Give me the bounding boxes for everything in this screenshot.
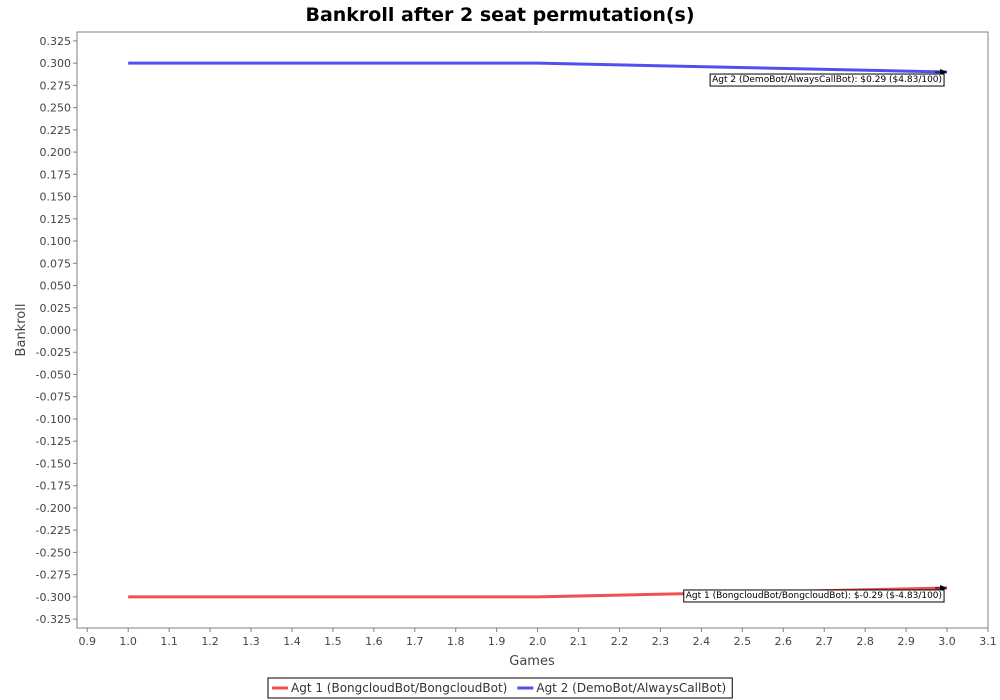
- chart-title: Bankroll after 2 seat permutation(s): [305, 4, 694, 26]
- x-tick-label: 2.9: [897, 635, 915, 648]
- annotation-label: Agt 1 (BongcloudBot/BongcloudBot): $-0.2…: [686, 591, 942, 601]
- x-tick-label: 2.8: [856, 635, 874, 648]
- x-tick-label: 1.4: [283, 635, 301, 648]
- y-tick-label: -0.025: [36, 346, 71, 359]
- x-tick-label: 2.6: [775, 635, 793, 648]
- y-tick-label: 0.125: [40, 213, 72, 226]
- x-tick-label: 1.9: [488, 635, 506, 648]
- x-tick-label: 3.1: [979, 635, 997, 648]
- x-tick-label: 2.5: [734, 635, 752, 648]
- y-tick-label: -0.100: [36, 413, 71, 426]
- legend-group: Agt 1 (BongcloudBot/BongcloudBot) Agt 2 (…: [267, 677, 733, 699]
- annotation-1: Agt 1 (BongcloudBot/BongcloudBot): $-0.2…: [683, 584, 948, 603]
- y-tick-label: -0.050: [36, 368, 71, 381]
- x-tick-label: 2.1: [570, 635, 588, 648]
- x-tick-label: 0.9: [78, 635, 96, 648]
- y-tick-label: 0.150: [40, 191, 72, 204]
- annotation-box: [683, 589, 945, 603]
- x-tick-label: 3.0: [938, 635, 956, 648]
- y-tick-label: -0.175: [36, 480, 71, 493]
- annotation-2: Agt 2 (DemoBot/AlwaysCallBot): $0.29 ($4…: [709, 69, 948, 87]
- legend-item-1: Agt 1 (BongcloudBot/BongcloudBot): [291, 681, 507, 695]
- x-tick-label: 1.0: [119, 635, 137, 648]
- y-tick-label: 0.275: [40, 79, 72, 92]
- legend-item-2: Agt 2 (DemoBot/AlwaysCallBot): [536, 681, 726, 695]
- x-tick-label: 2.2: [611, 635, 629, 648]
- y-tick-label: 0.075: [40, 257, 72, 270]
- x-tick-label: 2.4: [693, 635, 711, 648]
- x-tick-label: 1.1: [160, 635, 178, 648]
- y-tick-label: 0.250: [40, 102, 72, 115]
- y-tick-label: 0.100: [40, 235, 72, 248]
- legend-box: [267, 677, 733, 699]
- x-tick-label: 1.6: [365, 635, 383, 648]
- y-tick-label: 0.025: [40, 302, 72, 315]
- y-tick-label: -0.300: [36, 591, 71, 604]
- x-tick-label: 1.2: [201, 635, 219, 648]
- y-tick-label: 0.225: [40, 124, 72, 137]
- series-line-2: [128, 61, 948, 74]
- y-tick-label: 0.175: [40, 168, 72, 181]
- legend: Agt 1 (BongcloudBot/BongcloudBot) Agt 2 (…: [267, 677, 733, 699]
- x-tick-label: 2.7: [815, 635, 833, 648]
- y-tick-label: 0.000: [40, 324, 72, 337]
- y-tick-label: -0.200: [36, 502, 71, 515]
- axis-ticks: 0.9 1.0 1.1 1.2 1.3 1.4 1.5 1.6 1.7 1.8 1.9 2.0 2.1 2…: [36, 35, 997, 648]
- annotation-box: [709, 73, 945, 87]
- y-tick-label: -0.125: [36, 435, 71, 448]
- x-axis-label: Games: [509, 654, 555, 669]
- x-tick-label: 1.5: [324, 635, 342, 648]
- y-tick-label: -0.225: [36, 524, 71, 537]
- y-tick-label: 0.300: [40, 57, 72, 70]
- y-tick-label: -0.275: [36, 569, 71, 582]
- y-tick-label: -0.250: [36, 546, 71, 559]
- x-tick-label: 2.0: [529, 635, 547, 648]
- annotations: Agt 1 (BongcloudBot/BongcloudBot): $-0.2…: [683, 69, 948, 603]
- x-tick-label: 1.8: [447, 635, 465, 648]
- y-tick-label: 0.050: [40, 280, 72, 293]
- x-tick-label: 2.3: [652, 635, 670, 648]
- y-axis-label: Bankroll: [14, 304, 29, 357]
- annotation-label: Agt 2 (DemoBot/AlwaysCallBot): $0.29 ($4…: [712, 75, 942, 85]
- plot-area: [76, 31, 989, 629]
- y-tick-label: -0.325: [36, 613, 71, 626]
- y-tick-label: 0.200: [40, 146, 72, 159]
- x-tick-label: 1.7: [406, 635, 424, 648]
- x-tick-label: 1.3: [242, 635, 260, 648]
- y-tick-label: -0.150: [36, 457, 71, 470]
- y-tick-label: 0.325: [40, 35, 72, 48]
- y-tick-label: -0.075: [36, 391, 71, 404]
